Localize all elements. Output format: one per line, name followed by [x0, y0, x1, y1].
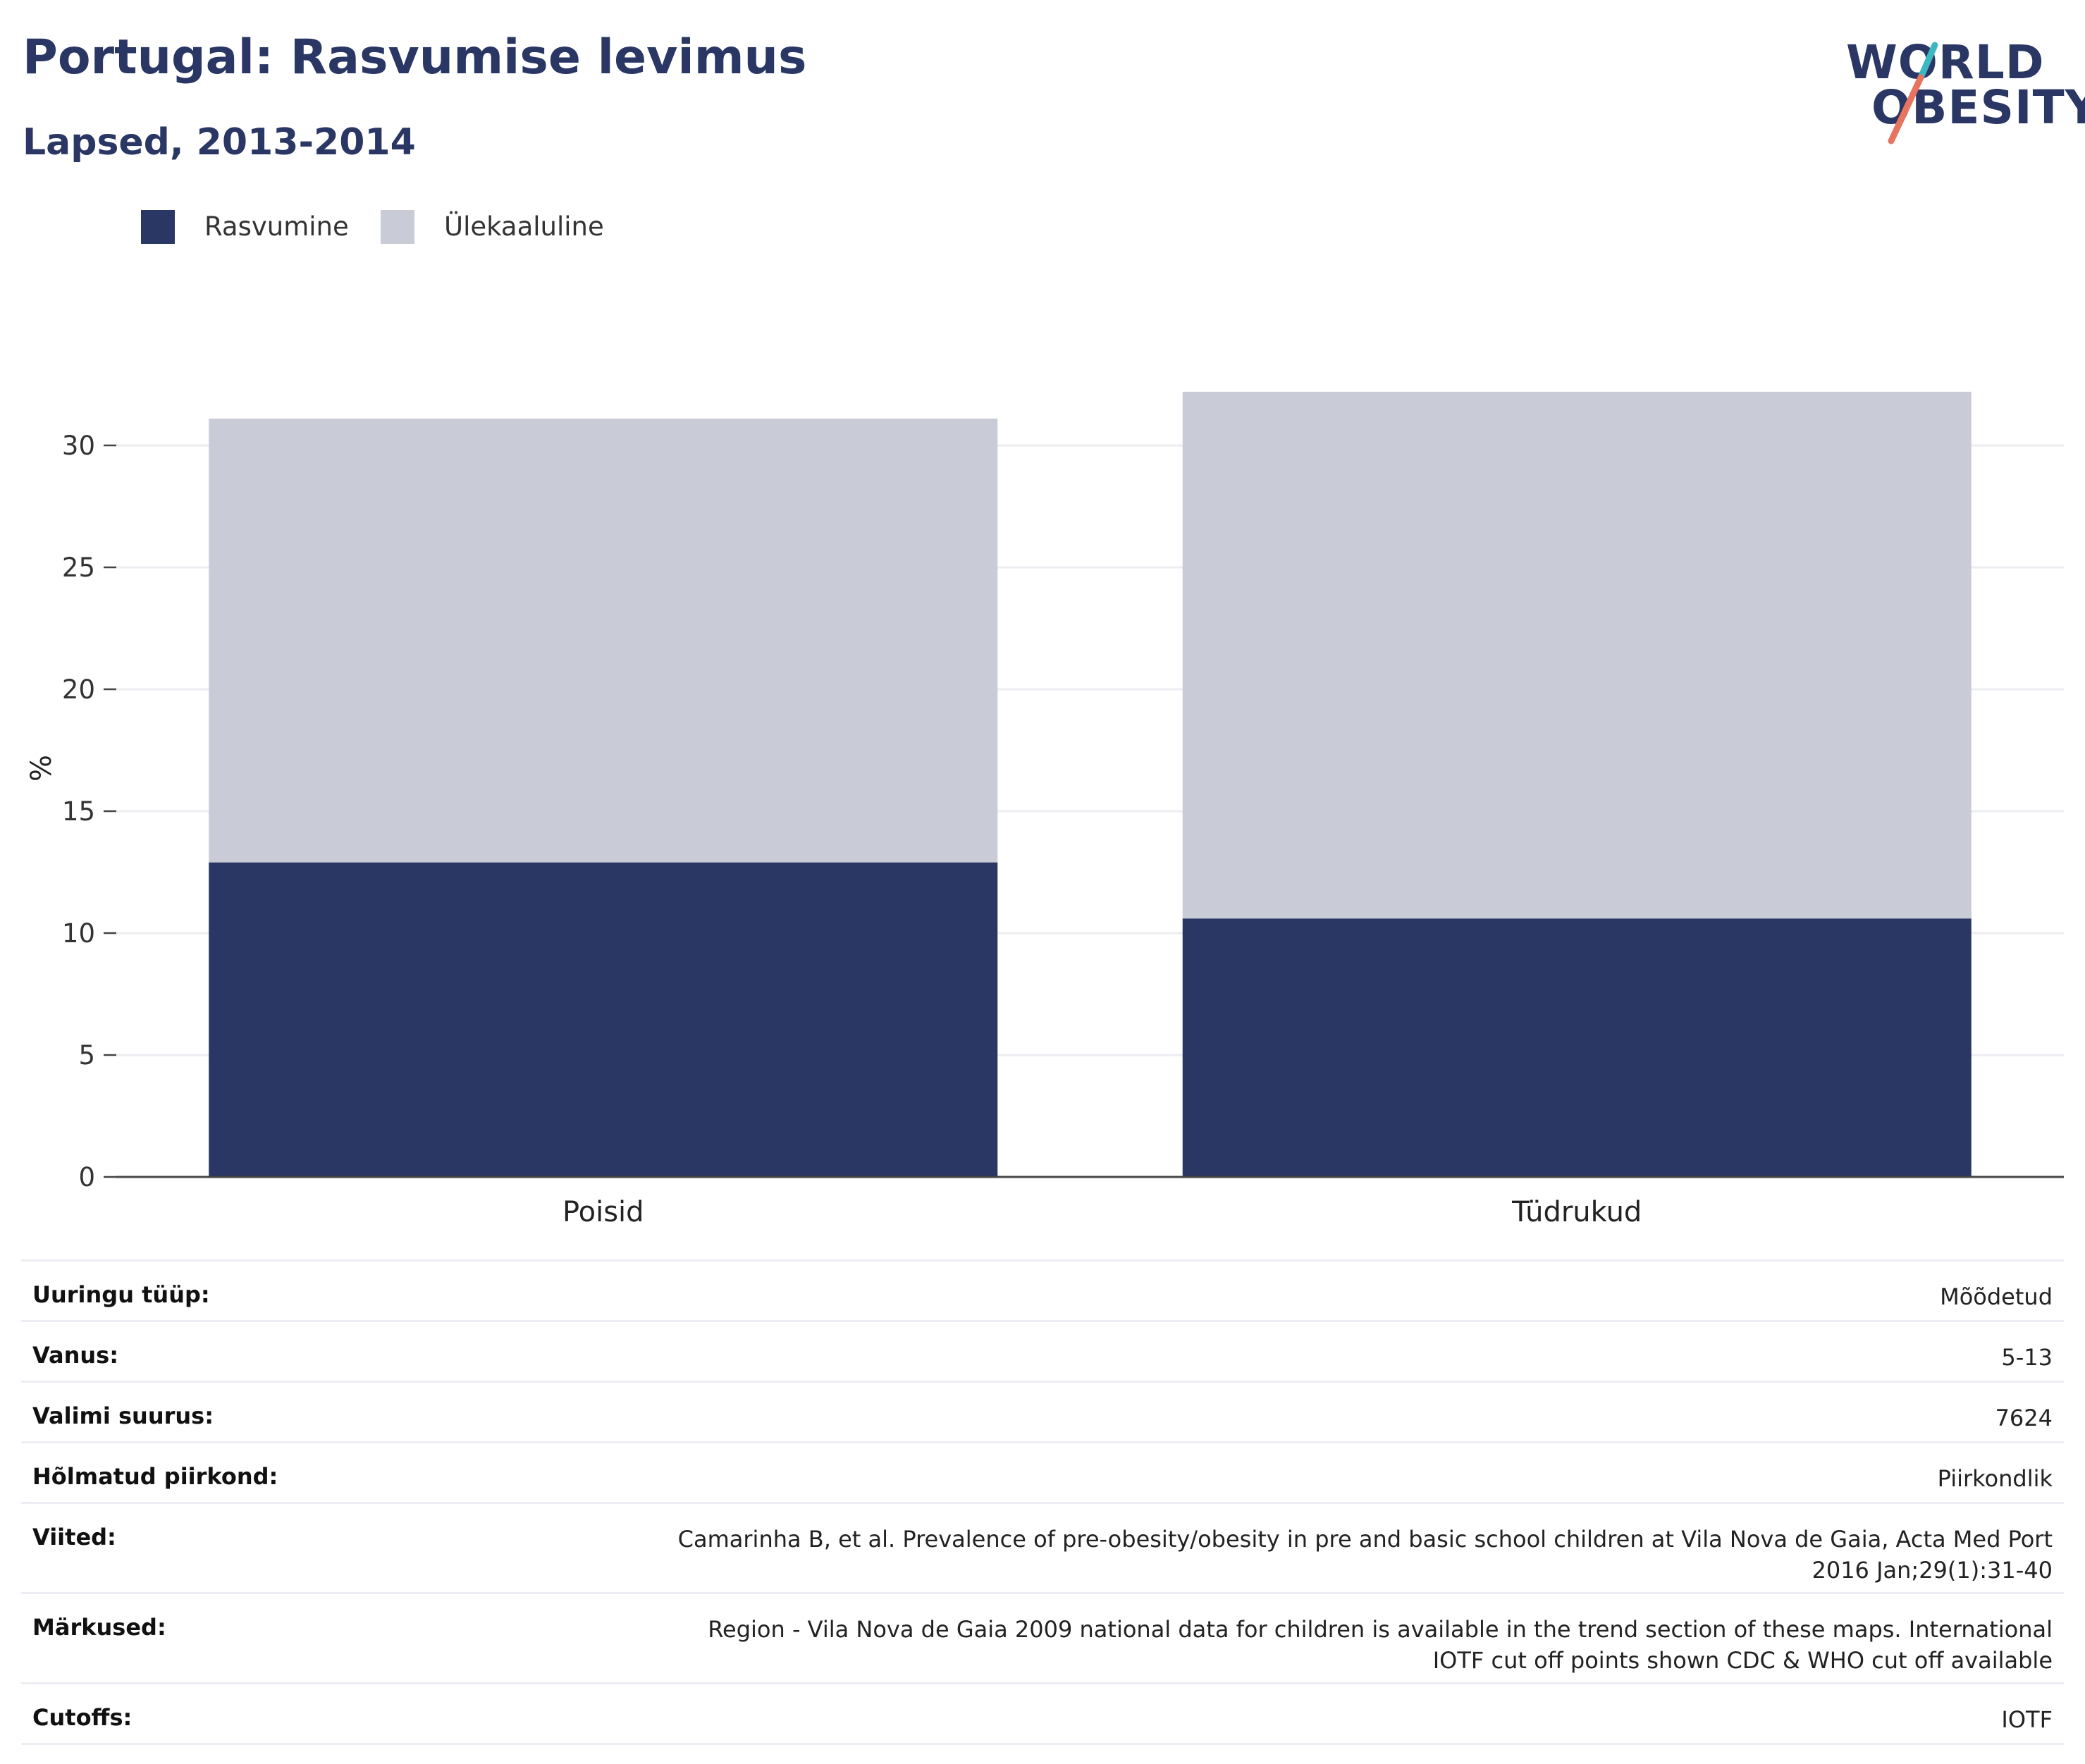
world-obesity-logo: WORLD OBESITY	[1843, 21, 2085, 148]
legend-swatch	[141, 210, 175, 244]
y-axis-label: %	[25, 755, 58, 782]
y-tick-label: 30	[62, 431, 95, 461]
y-tick-label: 5	[78, 1040, 95, 1071]
info-row: Uuringu tüüp: Mõõdetud	[21, 1259, 2064, 1320]
x-category-label: Poisid	[562, 1196, 644, 1228]
info-value: Mõõdetud	[1940, 1283, 2053, 1310]
logo-text-line1: WORLD	[1846, 35, 2045, 90]
logo-slash-icon	[1888, 42, 1938, 144]
y-tick-label: 15	[62, 796, 95, 827]
bar-tüdrukud-rasvumine	[1182, 918, 1972, 1177]
legend-label: Rasvumine	[204, 211, 349, 242]
y-tick-label: 25	[62, 553, 95, 583]
info-value: 7624	[1995, 1405, 2053, 1431]
info-row: Valimi suurus: 7624	[21, 1381, 2064, 1441]
info-value: Region - Vila Nova de Gaia 2009 national…	[708, 1616, 2053, 1674]
survey-info-table: Uuringu tüüp: Mõõdetud Vanus: 5-13 Valimi su…	[21, 1259, 2064, 1745]
info-key: Vanus:	[32, 1342, 119, 1369]
info-value: Piirkondlik	[1937, 1465, 2053, 1492]
info-row: Viited: Camarinha B, et al. Prevalence of…	[21, 1502, 2064, 1592]
info-row: Vanus: 5-13	[21, 1320, 2064, 1381]
x-category-label: Tüdrukud	[1511, 1196, 1642, 1228]
page-subtitle: Lapsed, 2013-2014	[23, 121, 416, 164]
info-row: Cutoffs: IOTF	[21, 1682, 2064, 1745]
info-key: Märkused:	[32, 1614, 166, 1641]
legend-label: Ülekaaluline	[444, 211, 604, 242]
info-value: 5-13	[2001, 1344, 2053, 1371]
info-value: Camarinha B, et al. Prevalence of pre-ob…	[677, 1526, 2053, 1584]
y-tick-label: 20	[62, 674, 95, 705]
info-row: Märkused: Region - Vila Nova de Gaia 2009…	[21, 1592, 2064, 1682]
info-key: Uuringu tüüp:	[32, 1281, 210, 1308]
info-key: Hõlmatud piirkond:	[32, 1463, 278, 1490]
page-title: Portugal: Rasvumise levimus	[23, 30, 807, 85]
info-key: Valimi suurus:	[32, 1402, 214, 1429]
info-key: Viited:	[32, 1524, 116, 1550]
info-row: Hõlmatud piirkond: Piirkondlik	[21, 1441, 2064, 1502]
info-key: Cutoffs:	[32, 1704, 133, 1731]
info-value: IOTF	[2001, 1706, 2053, 1733]
y-tick-label: 0	[78, 1162, 95, 1192]
bar-poisid-ulekaaluline	[209, 418, 998, 863]
stacked-bar-chart: 0 5 10 15 20 25 30% Poisid Tüdrukud	[25, 391, 2064, 1228]
bar-poisid-rasvumine	[209, 862, 998, 1177]
y-tick-label: 10	[62, 918, 95, 949]
bar-tüdrukud-ulekaaluline	[1182, 391, 1972, 919]
legend-swatch	[381, 210, 414, 244]
